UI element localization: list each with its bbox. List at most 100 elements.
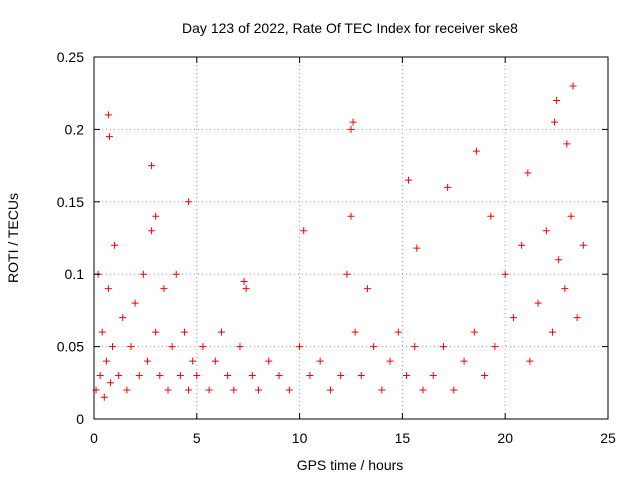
x-tick-label: 20 [497,430,513,446]
roti-point [265,357,273,365]
x-tick-label: 25 [600,430,616,446]
roti-point [131,299,139,307]
grid-lines [94,57,608,419]
y-tick-label: 0 [76,411,84,427]
roti-point [444,183,452,191]
roti-point [403,372,411,380]
roti-point [316,357,324,365]
roti-point [501,270,509,278]
roti-point [357,372,365,380]
roti-point [105,133,113,141]
roti-point [98,328,106,336]
x-tick-label: 5 [193,430,201,446]
roti-point [524,169,532,177]
roti-point [534,299,542,307]
roti-point [102,357,110,365]
roti-point [509,314,517,322]
roti-point [199,343,207,351]
roti-point [563,140,571,148]
roti-point [254,386,262,394]
roti-point [347,212,355,220]
roti-point [185,198,193,206]
roti-point [193,372,201,380]
roti-point [211,357,219,365]
roti-point [470,328,478,336]
roti-point [460,357,468,365]
y-axis-label: ROTI / TECUs [5,193,21,283]
roti-point [236,343,244,351]
roti-point [555,256,563,264]
roti-point [240,277,248,285]
y-tick-label: 0.2 [65,121,85,137]
roti-point [156,372,164,380]
roti-point [386,357,394,365]
roti-point [285,386,293,394]
x-axis-label: GPS time / hours [297,457,404,473]
roti-point [526,357,534,365]
roti-point [106,379,114,387]
roti-point [573,314,581,322]
roti-point [518,241,526,249]
roti-point [326,386,334,394]
roti-point [347,125,355,133]
roti-point [548,328,556,336]
roti-point [487,212,495,220]
roti-point [378,386,386,394]
roti-point [481,372,489,380]
roti-point [440,343,448,351]
roti-point [104,285,112,293]
roti-point [109,343,117,351]
roti-point [123,386,131,394]
roti-point [217,328,225,336]
x-tick-label: 0 [90,430,98,446]
roti-point [96,372,104,380]
roti-point [115,372,123,380]
y-tick-label: 0.25 [57,49,84,65]
roti-point [139,270,147,278]
roti-point [491,343,499,351]
roti-point [152,328,160,336]
roti-point [127,343,135,351]
roti-point [349,118,357,126]
roti-point [413,244,421,252]
roti-point [119,314,127,322]
roti-point [230,386,238,394]
roti-point [148,227,156,235]
roti-point [306,372,314,380]
roti-point [152,212,160,220]
roti-point [561,285,569,293]
roti-point [351,328,359,336]
roti-point [160,285,168,293]
roti-point [242,285,250,293]
roti-point [343,270,351,278]
x-tick-label: 15 [395,430,411,446]
roti-point [224,372,232,380]
roti-point [370,343,378,351]
roti-point [296,343,304,351]
roti-point [551,118,559,126]
roti-point [363,285,371,293]
roti-point [100,393,108,401]
roti-point [429,372,437,380]
roti-point [168,343,176,351]
roti-point [148,162,156,170]
roti-point [450,386,458,394]
x-axis-ticks: 0 5 10 15 20 25 [90,57,616,446]
roti-point [300,227,308,235]
y-tick-label: 0.05 [57,339,84,355]
roti-point [542,227,550,235]
roti-point [180,328,188,336]
roti-point [176,372,184,380]
y-tick-label: 0.15 [57,194,84,210]
roti-point [394,328,402,336]
y-tick-label: 0.1 [65,266,85,282]
roti-point [104,111,112,119]
roti-point [205,386,213,394]
roti-point [248,372,256,380]
roti-point [553,96,561,104]
y-axis-ticks: 0 0.05 0.1 0.15 0.2 0.25 [57,49,608,427]
roti-point [275,372,283,380]
plot-frame [93,56,609,420]
